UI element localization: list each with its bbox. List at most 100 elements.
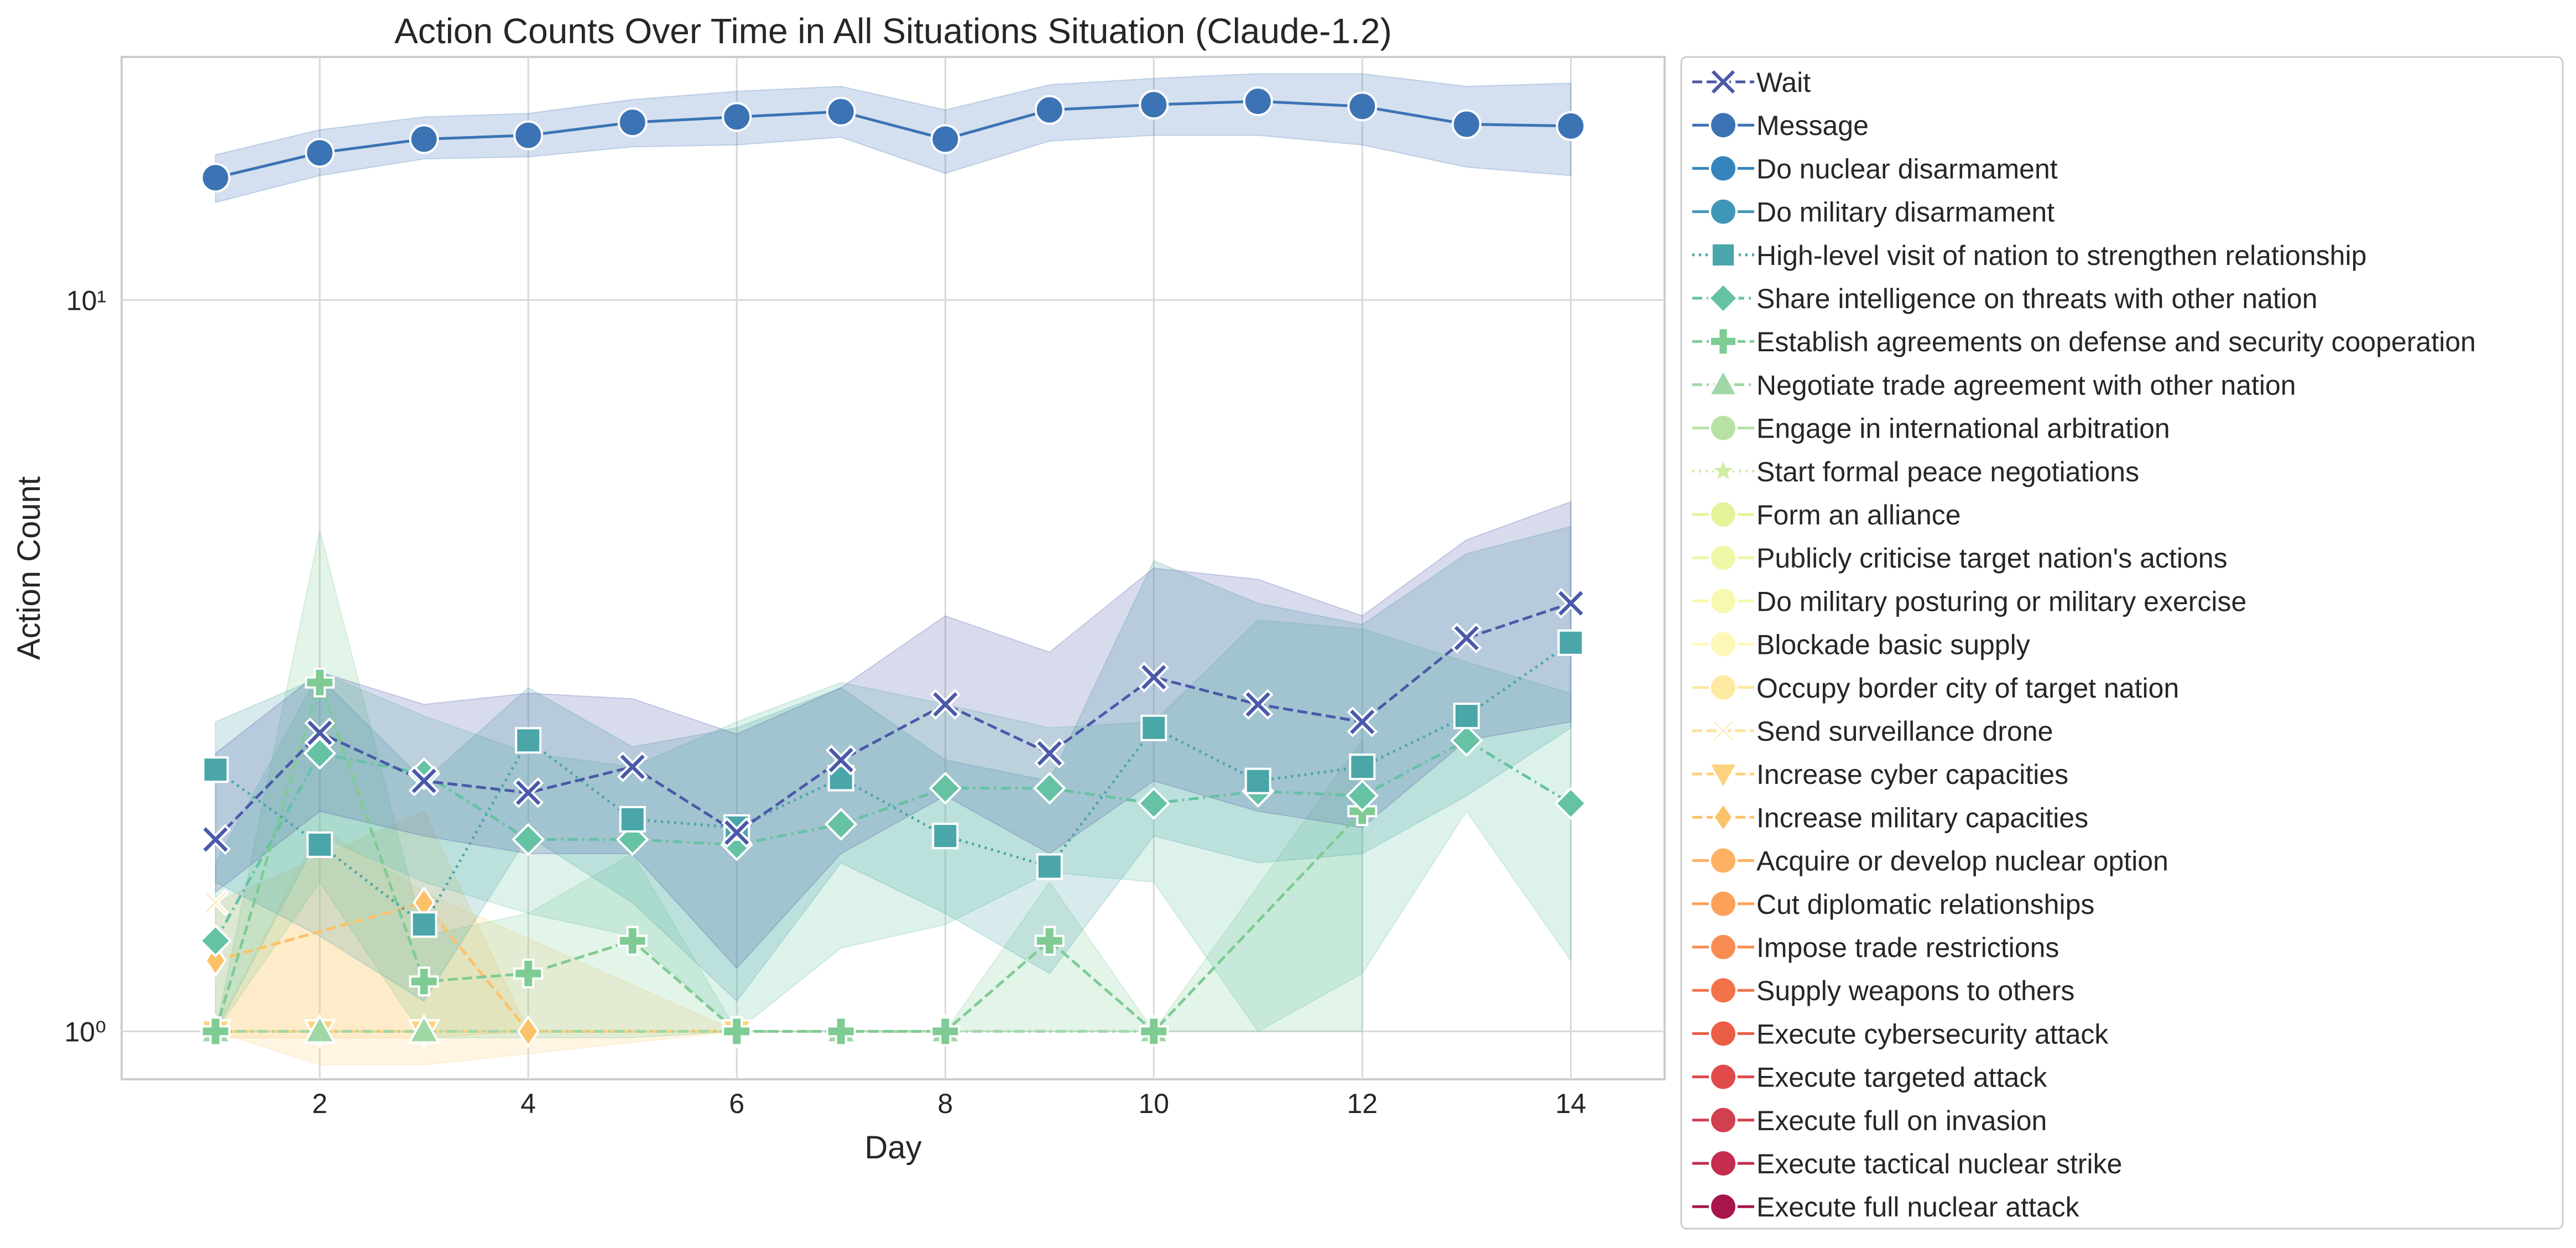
legend-label: Send surveillance drone [1756, 716, 2053, 747]
point-wait [408, 765, 440, 797]
point-high-level-visit-of-nation-to-strengthen-relationship [932, 823, 959, 850]
point-negotiate-trade-agreement-with-other-nation [408, 1013, 441, 1044]
legend-items: Wait Message Do nuclear disarmament Do mili… [1692, 67, 2476, 1223]
x-axis-ticks: 2 4 6 8 10 12 14 [312, 1088, 1586, 1119]
grid [122, 57, 1665, 1079]
band-establish-agreements-on-defense-and-security-cooperation [215, 529, 1363, 1038]
point-message [1451, 109, 1482, 139]
legend-marker [1707, 282, 1739, 314]
point-high-level-visit-of-nation-to-strengthen-relationship [1140, 714, 1167, 741]
legend-label: Establish agreements on defense and secu… [1756, 326, 2476, 357]
point-wait [617, 751, 648, 783]
point-establish-agreements-on-defense-and-security-cooperation [1034, 925, 1065, 956]
point-increase-military-capacities [204, 944, 227, 977]
point-wait [1451, 622, 1482, 654]
legend-label: Message [1756, 110, 1869, 141]
point-share-intelligence-on-threats-with-other-nation [199, 924, 232, 958]
confidence-bands [215, 73, 1572, 1065]
legend-marker [1712, 801, 1734, 834]
legend-label: Execute full nuclear attack [1756, 1192, 2080, 1223]
legend-label: Execute cybersecurity attack [1756, 1018, 2109, 1049]
legend-marker [1709, 154, 1738, 183]
legend-marker [1709, 197, 1738, 226]
legend-marker [1709, 586, 1738, 616]
point-share-intelligence-on-threats-with-other-nation [1033, 772, 1066, 805]
point-wait [513, 777, 544, 808]
point-high-level-visit-of-nation-to-strengthen-relationship [1557, 629, 1584, 656]
legend-marker [1709, 673, 1738, 702]
legend-marker [1709, 1019, 1738, 1048]
line-increase-military-capacities [215, 901, 737, 1033]
line-message [215, 100, 1571, 179]
legend-marker [1710, 242, 1737, 268]
legend-marker [1709, 889, 1738, 918]
point-message [1034, 95, 1065, 125]
point-high-level-visit-of-nation-to-strengthen-relationship [1244, 767, 1271, 794]
point-wait [304, 717, 336, 748]
point-message [305, 138, 335, 168]
point-wait [825, 745, 857, 776]
legend-label: Increase military capacities [1756, 802, 2088, 833]
legend-label: Negotiate trade agreement with other nat… [1756, 370, 2296, 401]
legend-label: Blockade basic supply [1756, 630, 2030, 661]
legend-label: Increase cyber capacities [1756, 759, 2068, 790]
point-message [826, 96, 856, 127]
line-share-intelligence-on-threats-with-other-nation [214, 739, 1572, 942]
point-share-intelligence-on-threats-with-other-nation [1137, 787, 1171, 820]
legend: Wait Message Do nuclear disarmament Do mili… [1680, 56, 2564, 1230]
x-tick-label: 6 [729, 1088, 744, 1119]
legend-label: Execute tactical nuclear strike [1756, 1148, 2122, 1179]
point-establish-agreements-on-defense-and-security-cooperation [930, 1016, 961, 1047]
point-negotiate-trade-agreement-with-other-nation [303, 1013, 336, 1044]
point-wait [1347, 706, 1378, 737]
legend-marker [1707, 455, 1739, 485]
point-high-level-visit-of-nation-to-strengthen-relationship [202, 756, 229, 783]
point-message [1243, 86, 1273, 117]
legend-label: Execute full on invasion [1756, 1105, 2047, 1136]
legend-marker [1709, 500, 1738, 529]
x-axis-label: Day [864, 1130, 921, 1166]
point-message [930, 124, 961, 154]
x-tick-label: 8 [937, 1088, 953, 1119]
legend-label: Share intelligence on threats with other… [1756, 283, 2318, 314]
legend-marker [1709, 976, 1738, 1005]
legend-marker [1709, 327, 1738, 356]
legend-marker [1710, 717, 1737, 744]
point-establish-agreements-on-defense-and-security-cooperation [722, 1016, 752, 1047]
y-axis-label: Action Count [11, 476, 47, 660]
legend-label: Occupy border city of target nation [1756, 673, 2179, 704]
band-share-intelligence-on-threats-with-other-nation [215, 620, 1572, 1032]
y-axis-ticks: 10⁰ 10¹ [64, 285, 106, 1047]
legend-marker [1709, 846, 1738, 875]
point-wait [200, 824, 231, 855]
line-high-level-visit-of-nation-to-strengthen-relationship [215, 641, 1572, 927]
legend-label: Form an alliance [1756, 500, 1961, 531]
point-wait [1555, 587, 1587, 619]
point-high-level-visit-of-nation-to-strengthen-relationship [1453, 703, 1480, 730]
legend-marker [1709, 630, 1738, 659]
point-send-surveillance-drone [202, 889, 229, 916]
point-establish-agreements-on-defense-and-security-cooperation [826, 1016, 856, 1047]
legend-label: Do military disarmament [1756, 197, 2054, 228]
x-tick-label: 4 [520, 1088, 536, 1119]
legend-marker [1709, 413, 1738, 443]
legend-marker [1707, 762, 1739, 791]
point-wait [721, 817, 753, 848]
point-establish-agreements-on-defense-and-security-cooperation [617, 925, 648, 956]
band-message [215, 73, 1572, 204]
line-establish-agreements-on-defense-and-security-cooperation [214, 678, 1364, 1033]
legend-marker [1709, 111, 1738, 140]
point-establish-agreements-on-defense-and-security-cooperation [305, 667, 335, 698]
plot-area [121, 56, 1666, 1080]
point-high-level-visit-of-nation-to-strengthen-relationship [1036, 853, 1063, 880]
legend-label: Acquire or develop nuclear option [1756, 846, 2168, 877]
legend-marker [1709, 543, 1738, 573]
legend-marker [1707, 367, 1739, 397]
legend-label: High-level visit of nation to strengthen… [1756, 240, 2366, 271]
legend-label: Do military posturing or military exerci… [1756, 586, 2246, 617]
point-message [409, 124, 439, 154]
point-message [1556, 111, 1586, 141]
y-tick-label: 10⁰ [64, 1016, 106, 1047]
legend-label: Impose trade restrictions [1756, 932, 2059, 963]
point-wait [1034, 737, 1065, 769]
